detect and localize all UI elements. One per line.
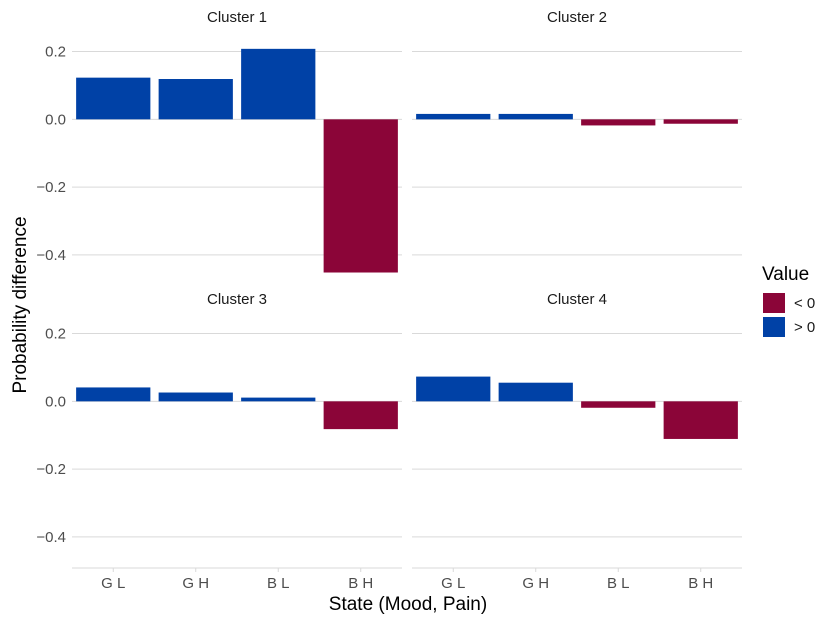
panel-1: Cluster 1 0.2 0.0 −0.2 −0.4 <box>36 9 402 273</box>
x-tick-label: G L <box>101 575 125 592</box>
y-tick-label: −0.2 <box>36 461 66 478</box>
bar <box>498 113 573 120</box>
x-tick-label: G H <box>522 575 549 592</box>
bar <box>663 401 738 439</box>
legend-entry: < 0 <box>763 293 815 313</box>
bar <box>416 113 491 120</box>
y-tick-label: −0.4 <box>36 247 66 264</box>
bar <box>241 48 316 120</box>
y-tick-label: −0.2 <box>36 179 66 196</box>
x-tick-label: G L <box>441 575 465 592</box>
bar <box>663 119 738 124</box>
legend: Value < 0> 0 <box>762 264 815 337</box>
panel-title: Cluster 2 <box>547 9 607 26</box>
y-axis-title: Probability difference <box>10 216 31 393</box>
bar <box>241 397 316 402</box>
bar <box>581 401 656 408</box>
legend-entry: > 0 <box>763 317 815 337</box>
panels-layer: Cluster 1 0.2 0.0 −0.2 −0.4 Cluster 2 Cluster … <box>36 9 742 546</box>
bar <box>323 119 398 273</box>
legend-label: < 0 <box>794 295 815 312</box>
y-tick-label: 0.0 <box>45 111 66 128</box>
y-tick-label: 0.0 <box>45 393 66 410</box>
bar <box>158 79 233 120</box>
panel-title: Cluster 1 <box>207 9 267 26</box>
x-tick-label: B L <box>607 575 630 592</box>
panel-3: Cluster 3 0.2 0.0 −0.2 −0.4 <box>36 291 402 546</box>
legend-label: > 0 <box>794 319 815 336</box>
x-axis-title: State (Mood, Pain) <box>329 594 487 615</box>
panel-title: Cluster 4 <box>547 291 607 308</box>
panel-title: Cluster 3 <box>207 291 267 308</box>
bar <box>323 401 398 430</box>
bar <box>581 119 656 126</box>
bar <box>76 387 151 402</box>
legend-title: Value <box>762 264 809 285</box>
panel-2: Cluster 2 <box>412 9 742 256</box>
bar <box>498 382 573 402</box>
x-tick-label: B H <box>688 575 713 592</box>
x-tick-label: B H <box>348 575 373 592</box>
legend-swatch <box>763 293 785 313</box>
bar <box>416 376 491 402</box>
x-tick-label: B L <box>267 575 290 592</box>
legend-entries: < 0> 0 <box>763 293 815 337</box>
y-tick-label: −0.4 <box>36 529 66 546</box>
y-tick-label: 0.2 <box>45 44 66 61</box>
bar <box>158 392 233 402</box>
y-tick-label: 0.2 <box>45 326 66 343</box>
legend-swatch <box>763 317 785 337</box>
bar <box>76 77 151 120</box>
panel-4: Cluster 4 <box>412 291 742 538</box>
x-tick-label: G H <box>182 575 209 592</box>
